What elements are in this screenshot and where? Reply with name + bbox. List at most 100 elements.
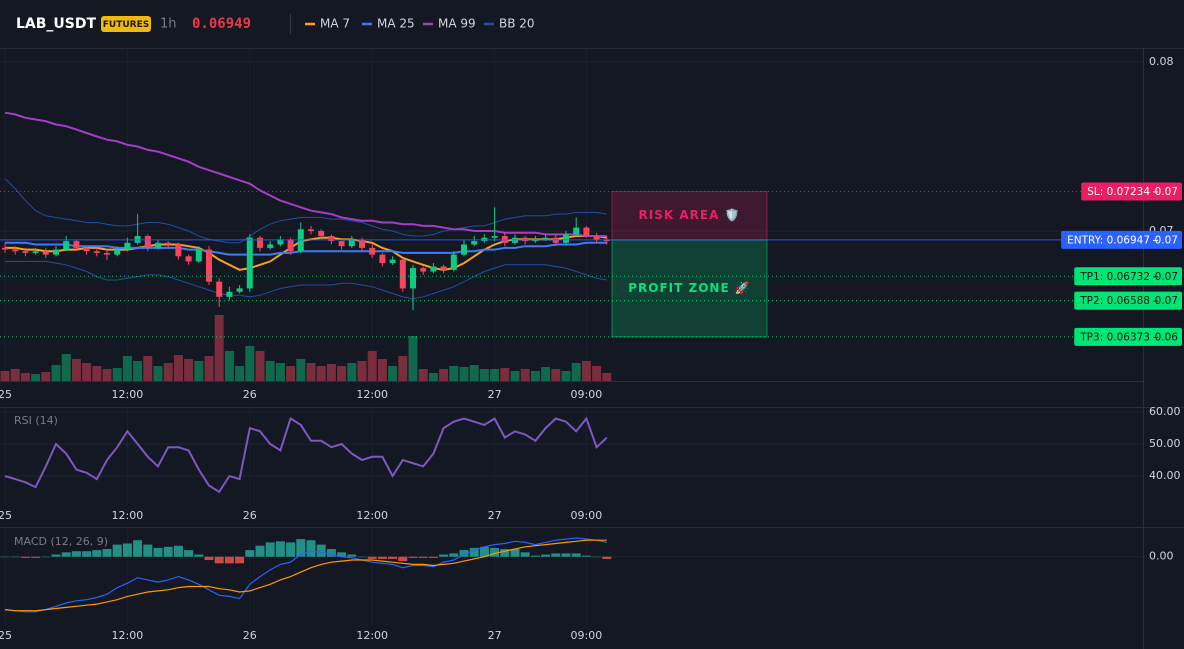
macd-histogram-bar — [337, 552, 347, 557]
ma-line — [4, 111, 607, 237]
x-tick-label: 26 — [243, 629, 257, 642]
ma-line — [5, 241, 607, 256]
macd-histogram-bar — [10, 556, 20, 558]
volume-bar — [541, 367, 551, 381]
candle-body — [471, 241, 478, 245]
volume-bar — [602, 373, 612, 381]
volume-bar — [459, 367, 469, 381]
candle-body — [155, 242, 161, 248]
macd-histogram-bar — [592, 556, 602, 558]
volume-bar — [357, 361, 367, 381]
x-tick-label: 12:00 — [356, 509, 388, 522]
volume-bar — [377, 359, 387, 381]
x-tick-label: 26 — [243, 388, 257, 401]
volume-bar — [41, 372, 51, 381]
level-price: 0.06 — [1155, 331, 1179, 343]
macd-histogram-bar — [245, 550, 255, 557]
candle-body — [12, 249, 19, 252]
band-lower — [5, 260, 607, 300]
candle-body — [124, 242, 131, 250]
volume-bar — [428, 373, 438, 381]
macd-histogram-bar — [0, 556, 10, 558]
macd-histogram-bar — [194, 554, 204, 557]
volume-bar — [173, 355, 183, 381]
macd-histogram-bar — [133, 540, 143, 557]
volume-bar — [112, 368, 122, 381]
level-price: 0.07 — [1155, 186, 1178, 198]
volume-bar — [10, 369, 20, 381]
volume-bar — [479, 369, 489, 381]
level-tag — [1074, 291, 1182, 310]
x-tick-label: 09:00 — [571, 388, 603, 401]
y-tick-label: 0.08 — [1149, 55, 1174, 68]
volume-bar — [510, 371, 520, 381]
volume-bar — [551, 369, 561, 381]
volume-bar — [235, 366, 245, 381]
candle-body — [328, 236, 335, 242]
legend-label: MA 99 — [438, 17, 476, 31]
volume-bar — [581, 361, 591, 381]
zone — [611, 239, 768, 338]
macd-histogram-bar — [255, 545, 265, 557]
volume-bar — [255, 351, 265, 381]
macd-histogram-bar — [357, 556, 367, 558]
volume-bar — [571, 363, 581, 381]
level-label: SL: 0.07234 — [1087, 186, 1150, 198]
level-label: TP3: 0.06373 — [1079, 331, 1150, 343]
macd-histogram-bar — [398, 556, 408, 562]
macd-histogram-bar — [602, 556, 612, 559]
macd-line — [4, 539, 607, 612]
candle-body — [450, 254, 457, 270]
macd-histogram-bar — [418, 556, 428, 558]
volume-bar — [194, 361, 204, 381]
candle-body — [501, 236, 508, 243]
candle-body — [73, 241, 80, 248]
macd-histogram-bar — [469, 547, 479, 557]
volume-bar — [184, 359, 194, 381]
pane-title: RSI (14) — [14, 414, 58, 427]
y-tick-label: 0.00 — [1149, 550, 1174, 563]
volume-bar — [31, 374, 41, 381]
macd-histogram-bar — [184, 550, 194, 557]
candle-body — [348, 239, 355, 247]
level-tag — [1061, 230, 1182, 249]
level-label: TP2: 0.06588 — [1079, 295, 1150, 307]
legend-label: MA 25 — [377, 17, 415, 31]
level-price: 0.07 — [1155, 295, 1178, 307]
macd-histogram-bar — [581, 555, 591, 557]
volume-bar — [143, 356, 153, 381]
candle-body — [134, 236, 141, 243]
volume-bar — [367, 351, 377, 381]
volume-bar — [408, 336, 418, 381]
y-tick-label: 50.00 — [1149, 437, 1181, 450]
candle-body — [440, 266, 447, 270]
volume-bar — [388, 366, 398, 381]
x-tick-label: 12:00 — [356, 388, 388, 401]
macd-histogram-bar — [71, 551, 81, 557]
macd-histogram-bar — [367, 556, 377, 559]
legend-label: MA 7 — [320, 17, 350, 31]
volume-bar — [316, 366, 326, 381]
candle-body — [461, 244, 467, 255]
x-tick-label: 26 — [243, 509, 257, 522]
candle-body — [481, 237, 488, 242]
macd-histogram-bar — [286, 542, 296, 557]
level-tag — [1081, 182, 1182, 201]
candle-body — [83, 247, 90, 252]
volume-bar — [398, 356, 408, 381]
x-tick-label: 12:00 — [112, 388, 144, 401]
candle-body — [22, 251, 29, 253]
candle-body — [583, 227, 590, 237]
volume-bar — [530, 371, 540, 381]
candle-body — [236, 288, 243, 292]
volume-bar — [286, 366, 296, 381]
zone-label: RISK AREA 🛡️ — [639, 208, 741, 222]
candle-body — [287, 239, 294, 252]
macd-histogram-bar — [92, 550, 102, 557]
x-tick-label: 12:00 — [112, 629, 144, 642]
volume-bar — [275, 363, 285, 381]
macd-histogram-bar — [82, 551, 92, 557]
macd-histogram-bar — [428, 556, 438, 558]
